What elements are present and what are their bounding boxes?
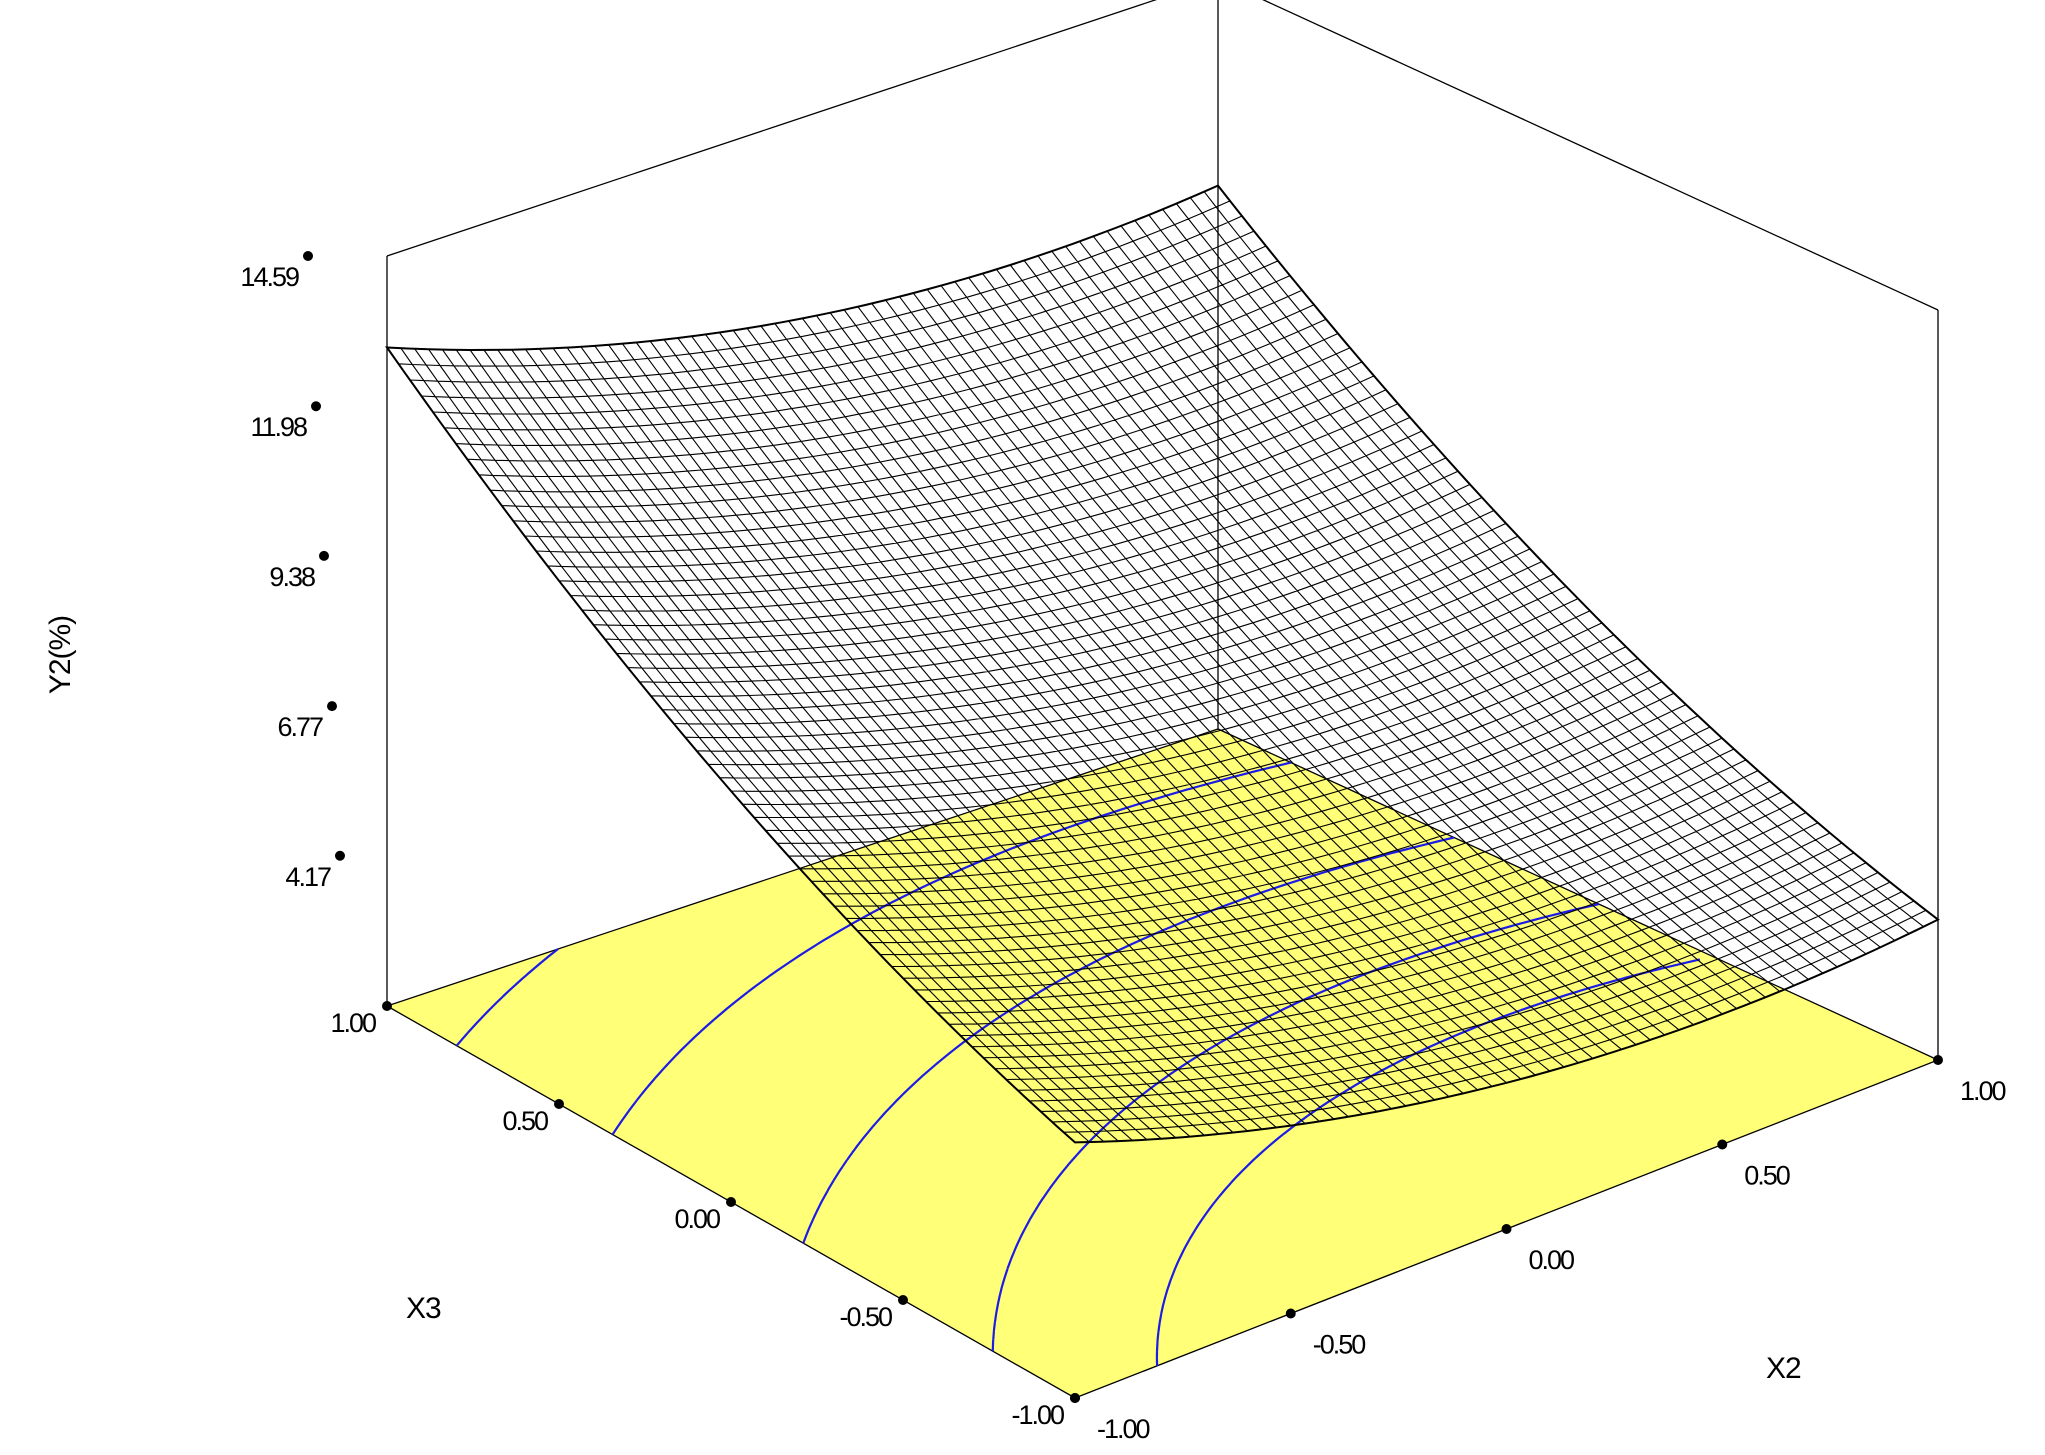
x2-tick-label: 1.00 (1960, 1076, 2006, 1106)
x3-tick-label: -0.50 (839, 1302, 892, 1332)
x2-axis: -1.00 -0.50 0.00 0.50 1.00 (1070, 1055, 2008, 1444)
x2-tick-label: -1.00 (1097, 1414, 1150, 1444)
x3-tick-label: -1.00 (1011, 1400, 1064, 1430)
x2-tick-dot (1717, 1139, 1728, 1150)
z-tick-label: 14.59 (240, 262, 299, 292)
z-tick-dot (334, 850, 345, 861)
x3-tick-label: 0.00 (674, 1204, 720, 1234)
x3-tick-dot (554, 1099, 564, 1109)
contour-line (455, 948, 559, 1047)
x3-tick-dot (1070, 1393, 1080, 1403)
x2-tick-dot (1933, 1055, 1943, 1065)
x3-axis: -1.00 -0.50 0.00 0.50 1.00 (330, 1001, 1080, 1430)
z-tick-dot (303, 251, 313, 261)
z-tick-dot (311, 401, 322, 412)
x2-tick-label: -0.50 (1313, 1330, 1366, 1360)
contour-floor (385, 728, 1940, 1399)
z-tick-label: 6.77 (277, 712, 323, 742)
x3-tick-label: 0.50 (502, 1106, 548, 1136)
z-tick-label: 4.17 (285, 862, 331, 892)
surface-outline (385, 184, 1940, 1144)
z-tick-label: 9.38 (269, 562, 315, 592)
z-axis: 4.17 6.77 9.38 11.98 14.59 (240, 251, 345, 892)
x3-tick-label: 1.00 (330, 1008, 376, 1038)
top-back-left-edge (386, 0, 1158, 257)
x2-tick-dot (1285, 1308, 1296, 1319)
x3-axis-title: X3 (406, 1292, 441, 1325)
z-axis-title: Y2(%) (44, 616, 77, 694)
top-back-right-edge (1262, 0, 1939, 311)
x2-tick-label: 0.00 (1529, 1245, 1575, 1275)
x2-axis-title: X2 (1766, 1352, 1801, 1385)
floor-plane (385, 728, 1940, 1399)
x2-tick-label: 0.50 (1744, 1161, 1790, 1191)
z-tick-dot (327, 701, 338, 712)
x3-tick-dot (898, 1295, 908, 1305)
x2-tick-dot (1501, 1224, 1512, 1234)
z-tick-label: 11.98 (250, 412, 307, 442)
x3-tick-dot (726, 1197, 736, 1207)
x3-tick-dot (382, 1001, 392, 1011)
z-tick-dot (318, 550, 329, 561)
response-surface-mesh (385, 184, 1940, 1144)
